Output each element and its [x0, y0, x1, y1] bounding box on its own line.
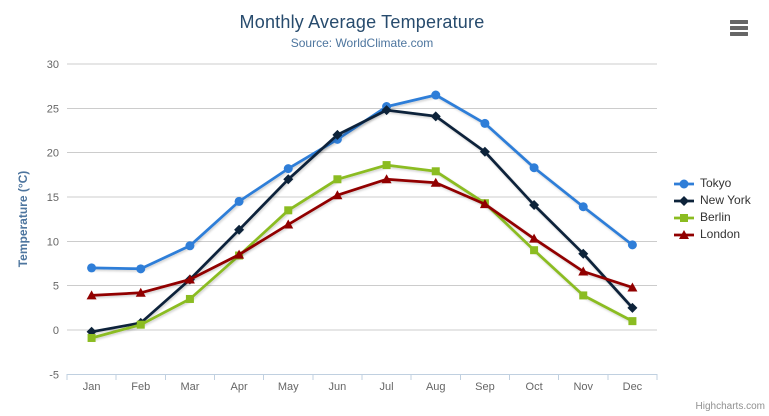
- legend-marker-berlin[interactable]: [680, 214, 688, 222]
- marker-new-york[interactable]: [627, 302, 638, 313]
- legend-marker-new-york[interactable]: [679, 196, 689, 206]
- x-tick-label: Mar: [180, 381, 199, 393]
- marker-london[interactable]: [184, 274, 195, 284]
- marker-new-york[interactable]: [430, 111, 441, 122]
- marker-london[interactable]: [86, 290, 97, 300]
- marker-london[interactable]: [578, 266, 589, 276]
- marker-new-york[interactable]: [283, 174, 294, 185]
- marker-berlin[interactable]: [382, 161, 391, 170]
- marker-tokyo[interactable]: [480, 118, 490, 128]
- series-tokyo: [87, 90, 637, 274]
- legend-label: New York: [700, 193, 751, 207]
- marker-tokyo[interactable]: [578, 202, 588, 212]
- legend-label: Berlin: [700, 210, 731, 224]
- y-tick-label: 30: [47, 59, 59, 71]
- marker-tokyo[interactable]: [283, 164, 293, 174]
- marker-london[interactable]: [529, 233, 540, 243]
- marker-tokyo[interactable]: [431, 90, 441, 100]
- legend-symbol-diamond: [674, 196, 694, 206]
- series-line-berlin: [90, 163, 634, 340]
- hamburger-icon: [730, 20, 748, 24]
- marker-tokyo[interactable]: [87, 263, 97, 273]
- series-new-york: [86, 105, 638, 337]
- chart-subtitle: Source: WorldClimate.com: [290, 36, 434, 50]
- legend-item-london[interactable]: London: [673, 228, 751, 241]
- x-tick-label: Apr: [231, 381, 248, 393]
- export-menu-button[interactable]: [728, 18, 752, 38]
- legend-marker-tokyo[interactable]: [679, 179, 689, 189]
- x-tick-label: Oct: [526, 381, 543, 393]
- series-line-london: [90, 177, 634, 297]
- hamburger-icon: [730, 26, 748, 30]
- marker-new-york[interactable]: [332, 129, 343, 140]
- marker-berlin[interactable]: [284, 206, 293, 215]
- x-tick-label: Feb: [131, 381, 150, 393]
- marker-berlin[interactable]: [185, 294, 194, 303]
- legend-symbol-triangle: [674, 230, 694, 239]
- legend-label: Tokyo: [700, 176, 732, 190]
- legend-marker-london[interactable]: [679, 230, 689, 239]
- legend-symbol-square: [674, 214, 694, 222]
- marker-london[interactable]: [479, 199, 490, 209]
- legend-item-tokyo[interactable]: Tokyo: [673, 177, 751, 190]
- legend-item-berlin[interactable]: Berlin: [673, 211, 751, 224]
- legend-item-new-york[interactable]: New York: [673, 194, 751, 207]
- marker-london[interactable]: [627, 282, 638, 292]
- marker-tokyo[interactable]: [136, 264, 146, 274]
- x-tick-label: Jun: [329, 381, 347, 393]
- marker-berlin[interactable]: [579, 291, 588, 300]
- marker-london[interactable]: [234, 249, 245, 259]
- marker-new-york[interactable]: [578, 248, 589, 259]
- marker-berlin[interactable]: [628, 317, 637, 326]
- legend: Tokyo New York Berlin London: [673, 177, 751, 241]
- y-tick-label: 15: [47, 192, 59, 204]
- y-tick-label: 5: [53, 281, 59, 293]
- x-tick-label: Dec: [623, 381, 643, 393]
- marker-tokyo[interactable]: [185, 241, 195, 251]
- marker-tokyo[interactable]: [627, 240, 637, 250]
- marker-london[interactable]: [430, 177, 441, 187]
- y-axis-title: Temperature (°C): [16, 171, 30, 268]
- marker-new-york[interactable]: [479, 146, 490, 157]
- marker-london[interactable]: [283, 219, 294, 229]
- x-tick-label: Nov: [573, 381, 593, 393]
- y-tick-label: 25: [47, 103, 59, 115]
- marker-berlin[interactable]: [87, 333, 96, 342]
- x-tick-label: Jul: [380, 381, 394, 393]
- marker-berlin[interactable]: [530, 246, 539, 255]
- x-tick-label: Jan: [83, 381, 101, 393]
- chart-title: Monthly Average Temperature: [239, 12, 485, 32]
- legend-label: London: [700, 227, 741, 241]
- series-london: [86, 174, 638, 300]
- y-tick-label: 20: [47, 148, 59, 160]
- legend-symbol-circle: [674, 179, 694, 189]
- marker-tokyo[interactable]: [234, 196, 244, 206]
- x-tick-label: May: [278, 381, 299, 393]
- marker-new-york[interactable]: [529, 199, 540, 210]
- credits-link[interactable]: Highcharts.com: [695, 401, 765, 412]
- y-tick-label: -5: [49, 369, 59, 381]
- y-tick-label: 0: [53, 325, 59, 337]
- y-tick-label: 10: [47, 236, 59, 248]
- marker-new-york[interactable]: [234, 224, 245, 235]
- x-tick-label: Aug: [426, 381, 446, 393]
- x-tick-label: Sep: [475, 381, 495, 393]
- marker-berlin[interactable]: [431, 167, 440, 176]
- marker-london[interactable]: [135, 287, 146, 297]
- marker-london[interactable]: [332, 190, 343, 200]
- marker-berlin[interactable]: [136, 320, 145, 329]
- marker-london[interactable]: [381, 174, 392, 184]
- hamburger-icon: [730, 32, 748, 36]
- marker-tokyo[interactable]: [529, 163, 539, 173]
- marker-berlin[interactable]: [333, 175, 342, 184]
- marker-new-york[interactable]: [381, 105, 392, 116]
- series-line-new-york: [90, 108, 634, 334]
